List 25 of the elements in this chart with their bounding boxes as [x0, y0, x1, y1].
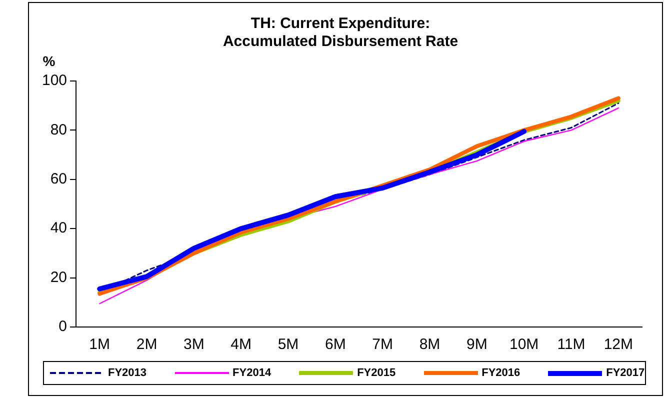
x-tick-label: 5M [278, 336, 299, 354]
y-tick-label: 80 [50, 121, 68, 138]
y-tick-label: 0 [58, 318, 68, 336]
chart-title: TH: Current Expenditure: Accumulated Disbursement Rate [222, 15, 458, 50]
x-tick-label: 7M [372, 336, 394, 354]
x-tick-label: 11M [557, 336, 586, 354]
y-tick-label: 40 [50, 220, 68, 237]
x-tick-label: 1M [89, 336, 110, 354]
x-tick-label: 4M [230, 336, 252, 354]
y-axis-title: % [42, 52, 56, 69]
x-tick-label: 3M [184, 336, 204, 354]
x-tick-label: 2M [136, 336, 158, 354]
y-tick-label: 20 [50, 268, 68, 286]
x-tick-label: 6M [325, 336, 346, 354]
legend-label: FY2015 [357, 367, 396, 379]
x-tick-label: 10M [509, 336, 539, 354]
legend-label: FY2017 [606, 367, 645, 379]
y-tick-label: 60 [50, 170, 68, 188]
x-tick-label: 9M [466, 336, 488, 354]
x-tick-label: 12M [604, 336, 634, 354]
legend-label: FY2013 [108, 367, 147, 379]
x-tick-label: 8M [419, 336, 440, 354]
legend-label: FY2014 [232, 367, 272, 379]
legend-label: FY2016 [482, 367, 520, 379]
y-tick-label: 100 [42, 72, 68, 90]
